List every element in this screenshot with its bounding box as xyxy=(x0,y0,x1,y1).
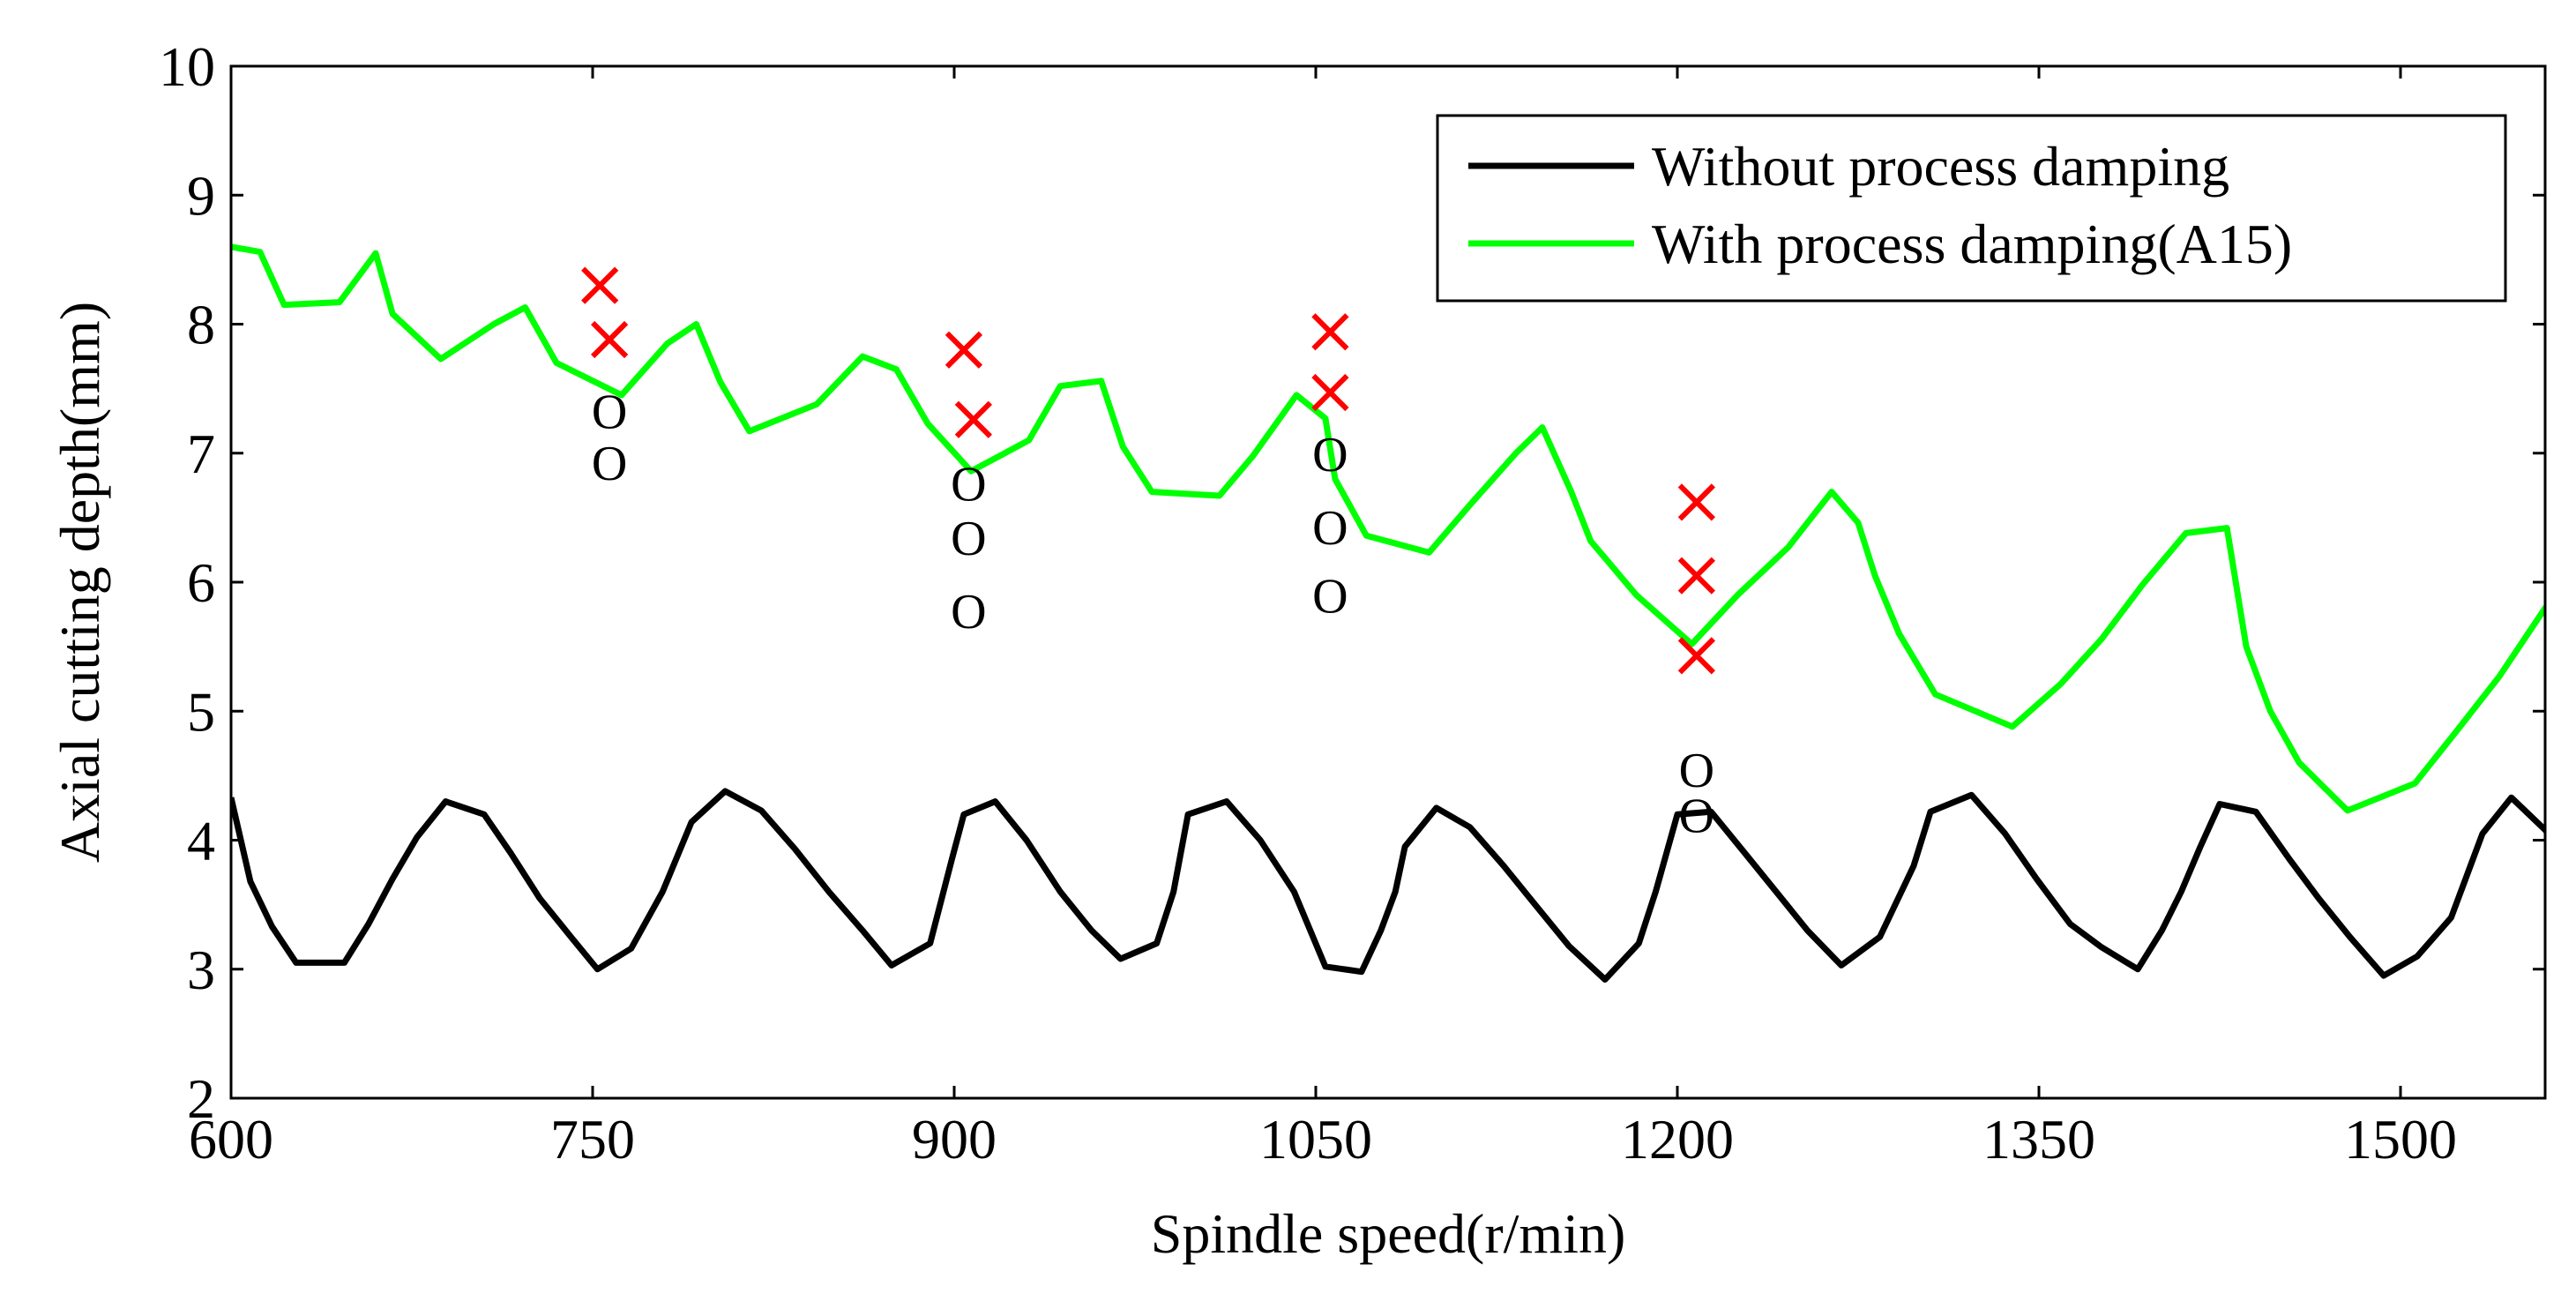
stable-marker: O xyxy=(1312,570,1348,625)
unstable-marker xyxy=(1677,637,1715,675)
stable-marker: O xyxy=(1679,744,1714,798)
y-tick-label: 2 xyxy=(187,1067,215,1130)
stable-marker: O xyxy=(592,437,627,491)
series-line-with xyxy=(231,243,2545,814)
legend: Without process damping With process dam… xyxy=(1436,114,2507,303)
stable-marker: O xyxy=(1679,789,1714,843)
y-tick-label: 7 xyxy=(187,423,215,485)
x-tick-label: 1050 xyxy=(1259,1108,1372,1171)
y-tick-label: 10 xyxy=(159,35,215,98)
axes-layer: 600 750 900 1050 1200 1350 1500 2 3 4 5 6 7 8 9 10 xyxy=(159,35,2547,1171)
x-tick-label: 900 xyxy=(912,1108,997,1171)
legend-label-without: Without process damping xyxy=(1652,135,2229,198)
unstable-marker xyxy=(1677,557,1715,595)
stable-marker: O xyxy=(1312,501,1348,556)
y-axis-title: Axial cutting depth(mm) xyxy=(49,302,111,863)
unstable-marker xyxy=(1677,483,1715,521)
unstable-marker xyxy=(581,266,619,304)
y-tick-label: 4 xyxy=(187,810,215,872)
unstable-marker xyxy=(591,320,629,359)
stable-marker: O xyxy=(951,585,986,640)
y-tick-label: 3 xyxy=(187,939,215,1001)
stable-marker: O xyxy=(592,385,627,439)
y-tick-label: 5 xyxy=(187,680,215,743)
y-tick-label: 6 xyxy=(187,551,215,614)
x-tick-label: 1350 xyxy=(1982,1108,2095,1171)
x-tick-label: 1200 xyxy=(1621,1108,1734,1171)
unstable-marker xyxy=(945,331,983,369)
legend-label-with: With process damping(A15) xyxy=(1652,213,2292,275)
stable-marker: O xyxy=(951,457,986,512)
y-tick-label: 8 xyxy=(187,294,215,356)
unstable-marker xyxy=(1311,373,1349,412)
unstable-marker xyxy=(1311,313,1349,351)
y-tick-label: 9 xyxy=(187,164,215,227)
legend-box xyxy=(1436,114,2507,303)
unstable-marker xyxy=(954,400,992,438)
x-axis-title: Spindle speed(r/min) xyxy=(1151,1202,1626,1265)
series-layer xyxy=(231,243,2545,983)
x-tick-label: 600 xyxy=(189,1108,273,1171)
x-tick-label: 1500 xyxy=(2344,1108,2457,1171)
stable-marker: O xyxy=(1312,428,1348,482)
x-tick-label: 750 xyxy=(550,1108,635,1171)
stable-marker: O xyxy=(951,512,986,566)
series-line-without xyxy=(231,788,2545,983)
